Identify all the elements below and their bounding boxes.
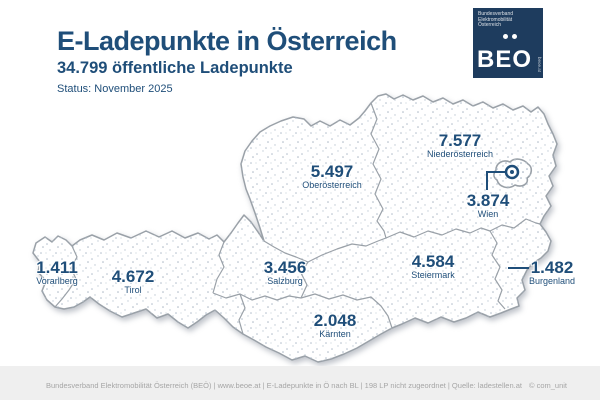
state-borders xyxy=(54,102,541,335)
region-name: Steiermark xyxy=(411,270,455,280)
region-name: Vorarlberg xyxy=(36,276,78,286)
region-value: 7.577 xyxy=(438,131,482,150)
region-label-oberoesterreich: 5.497 Oberösterreich xyxy=(302,163,362,190)
region-name: Oberösterreich xyxy=(302,180,362,190)
region-label-tirol: 4.672 Tirol xyxy=(112,268,155,295)
region-name: Kärnten xyxy=(319,329,351,339)
region-label-niederoesterreich: 7.577 Niederösterreich xyxy=(427,132,493,159)
region-value: 4.672 xyxy=(111,267,155,286)
region-label-vorarlberg: 1.411 Vorarlberg xyxy=(36,259,78,286)
logo-org-name: Bundesverband Elektromobilität Österreic… xyxy=(478,11,514,29)
region-value: 5.497 xyxy=(310,162,354,181)
wien-marker-dot xyxy=(510,170,514,174)
region-value: 1.411 xyxy=(36,258,78,277)
region-label-wien: 3.874 Wien xyxy=(467,192,510,219)
umlaut-dots-icon xyxy=(503,34,523,40)
region-name: Wien xyxy=(477,209,499,219)
region-value: 3.456 xyxy=(263,258,307,277)
logo-acronym: BEO xyxy=(477,46,533,73)
status-text: Status: November 2025 xyxy=(57,83,173,96)
region-label-burgenland: 1.482 Burgenland xyxy=(529,259,575,286)
region-name: Tirol xyxy=(124,285,142,295)
footer-bar: Bundesverband Elektromobilität Österreic… xyxy=(0,366,600,400)
region-label-kaernten: 2.048 Kärnten xyxy=(314,312,357,339)
region-label-salzburg: 3.456 Salzburg xyxy=(264,259,307,286)
header: E-Ladepunkte in Österreich 34.799 öffent… xyxy=(57,26,397,96)
region-value: 1.482 xyxy=(530,258,574,277)
page-title: E-Ladepunkte in Österreich xyxy=(57,26,397,56)
region-value: 3.874 xyxy=(466,191,510,210)
beo-logo: Bundesverband Elektromobilität Österreic… xyxy=(473,8,543,78)
footer-source-text: Bundesverband Elektromobilität Österreic… xyxy=(46,381,522,390)
logo-url: beoe.at xyxy=(537,56,542,72)
region-name: Salzburg xyxy=(267,276,303,286)
wien-callout-line xyxy=(486,171,505,190)
region-label-steiermark: 4.584 Steiermark xyxy=(411,253,455,280)
country-stipple-texture xyxy=(33,94,557,362)
region-name: Niederösterreich xyxy=(426,149,494,159)
footer-copyright-text: © com_unit xyxy=(528,381,567,390)
region-name: Burgenland xyxy=(528,276,576,286)
page-subtitle: 34.799 öffentliche Ladepunkte xyxy=(57,59,293,78)
region-value: 2.048 xyxy=(313,311,357,330)
region-value: 4.584 xyxy=(411,252,455,271)
